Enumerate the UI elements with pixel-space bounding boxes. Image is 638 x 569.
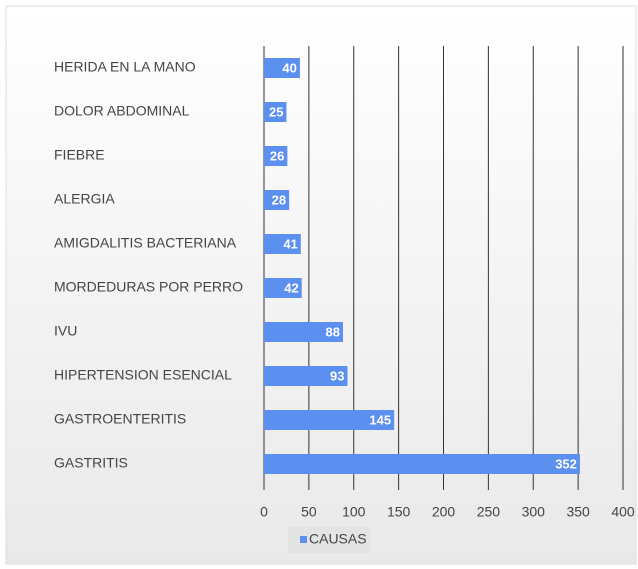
y-tick-label: IVU xyxy=(54,323,77,339)
legend-label: CAUSAS xyxy=(309,531,367,547)
data-label: 28 xyxy=(272,192,286,207)
bar xyxy=(264,454,580,474)
data-label: 25 xyxy=(269,104,283,119)
y-tick-label: HERIDA EN LA MANO xyxy=(54,59,196,75)
legend-swatch xyxy=(300,536,307,543)
y-tick-label: GASTROENTERITIS xyxy=(54,411,186,427)
bar xyxy=(264,366,348,386)
y-tick-label: HIPERTENSION ESENCIAL xyxy=(54,367,232,383)
y-tick-label: MORDEDURAS POR PERRO xyxy=(54,279,243,295)
bar xyxy=(264,322,343,342)
x-tick-label: 50 xyxy=(301,504,317,520)
data-label: 145 xyxy=(369,412,391,427)
x-tick-label: 400 xyxy=(611,504,635,520)
data-label: 93 xyxy=(330,368,344,383)
x-tick-label: 200 xyxy=(432,504,456,520)
data-label: 352 xyxy=(555,456,577,471)
bar xyxy=(264,410,395,430)
bar xyxy=(264,190,290,210)
bar xyxy=(264,278,302,298)
y-tick-label: AMIGDALITIS BACTERIANA xyxy=(54,235,237,251)
x-tick-label: 250 xyxy=(477,504,501,520)
data-label: 88 xyxy=(326,324,340,339)
bar xyxy=(264,234,301,254)
x-tick-label: 150 xyxy=(387,504,411,520)
y-tick-label: ALERGIA xyxy=(54,191,115,207)
bar xyxy=(264,102,287,122)
bar xyxy=(264,146,288,166)
data-label: 42 xyxy=(284,280,298,295)
y-tick-label: FIEBRE xyxy=(54,147,105,163)
x-tick-label: 350 xyxy=(566,504,590,520)
data-label: 40 xyxy=(282,60,296,75)
y-tick-label: GASTRITIS xyxy=(54,455,128,471)
x-tick-label: 300 xyxy=(522,504,546,520)
y-tick-label: DOLOR ABDOMINAL xyxy=(54,103,190,119)
x-tick-label: 100 xyxy=(342,504,366,520)
x-tick-label: 0 xyxy=(260,504,268,520)
data-label: 41 xyxy=(283,236,297,251)
bar xyxy=(264,58,300,78)
data-label: 26 xyxy=(270,148,284,163)
